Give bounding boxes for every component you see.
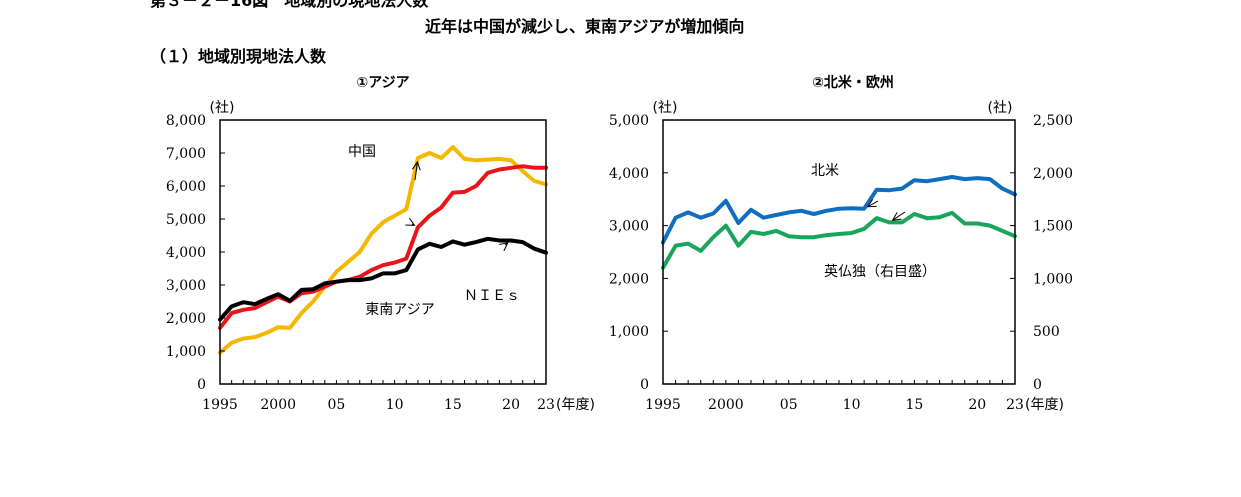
x-tick-label: 20 (968, 397, 986, 413)
headline: 近年は中国が減少し、東南アジアが増加傾向 (425, 17, 745, 36)
y2-tick-label: 2,000 (1033, 166, 1073, 182)
y-tick-label: 3,000 (609, 219, 649, 235)
y-tick-label: 6,000 (166, 179, 206, 195)
annotation-arrowhead (411, 160, 421, 171)
x-tick-label: 15 (444, 397, 462, 413)
annotation-label: 東南アジア (365, 302, 434, 318)
y2-tick-label: 0 (1033, 377, 1042, 393)
x-tick-label: 2000 (260, 397, 296, 413)
figure-label: 第３－２－16図 地域別の現地法人数 (150, 0, 429, 10)
x-tick-label: 15 (906, 397, 924, 413)
y-tick-label: 1,000 (609, 324, 649, 340)
annotation-leader (867, 200, 879, 208)
y-tick-label: 1,000 (166, 344, 206, 360)
annotation-arrowhead (866, 199, 877, 208)
y2-tick-label: 2,500 (1033, 113, 1073, 129)
x-tick-label: 1995 (202, 397, 238, 413)
y-tick-label: 0 (197, 377, 206, 393)
x-tick-label: 05 (780, 397, 798, 413)
annotation-label: 北米 (811, 163, 839, 179)
y-tick-label: 5,000 (166, 212, 206, 228)
annotation-label: 中国 (348, 144, 376, 160)
x-tick-label: 23 (537, 397, 555, 413)
y-tick-label: 0 (640, 377, 649, 393)
y-tick-label: 2,000 (609, 271, 649, 287)
series-line-1 (661, 175, 1017, 245)
y2-tick-label: 1,000 (1033, 271, 1073, 287)
y-tick-label: 4,000 (609, 166, 649, 182)
plot-frame (662, 119, 1016, 385)
series-line-1 (218, 145, 548, 355)
annotation-label: 英仏独（右目盛） (824, 263, 936, 280)
y-unit-right: (社) (988, 100, 1013, 116)
y-unit-left: (社) (210, 100, 235, 116)
chart-title: ①アジア (356, 75, 409, 91)
annotation-arrowhead (405, 217, 416, 226)
chart-1: ①アジア (社) 0 1,000 2,000 3,000 4,000 5,000 6,000 7,… (166, 75, 595, 413)
y-tick-label: 5,000 (609, 113, 649, 129)
x-tick-label: 23 (1006, 397, 1024, 413)
chart-2: ②北米・欧州(社) (社)01,0002,0003,0004,0005,00005… (609, 74, 1073, 413)
x-tick-label: 20 (502, 397, 520, 413)
series-line-2 (661, 210, 1017, 270)
x-unit: (年度) (556, 397, 595, 413)
y-unit-left: (社) (653, 100, 678, 116)
x-unit: (年度) (1025, 397, 1064, 413)
annotation-leader (892, 211, 906, 221)
y-tick-label: 2,000 (166, 311, 206, 327)
y2-tick-label: 1,500 (1033, 219, 1073, 235)
x-tick-label: 10 (843, 397, 861, 413)
x-tick-label: 2000 (708, 397, 744, 413)
y-tick-label: 3,000 (166, 278, 206, 294)
y-tick-label: 7,000 (166, 146, 206, 162)
chart-title: ②北米・欧州 (812, 74, 894, 91)
x-tick-label: 05 (328, 397, 346, 413)
annotation-leader (414, 161, 418, 181)
y-tick-label: 8,000 (166, 113, 206, 129)
series-line-3 (218, 236, 548, 322)
annotation-arrowhead (498, 242, 509, 252)
series-line-2 (218, 164, 548, 330)
y2-tick-label: 500 (1033, 324, 1060, 340)
x-tick-label: 10 (386, 397, 404, 413)
x-tick-label: 1995 (645, 397, 681, 413)
annotation-label: ＮＩＥｓ (464, 288, 520, 304)
section-title: （１）地域別現地法人数 (150, 47, 327, 66)
annotation-arrowhead (891, 212, 902, 221)
y-tick-label: 4,000 (166, 245, 206, 261)
